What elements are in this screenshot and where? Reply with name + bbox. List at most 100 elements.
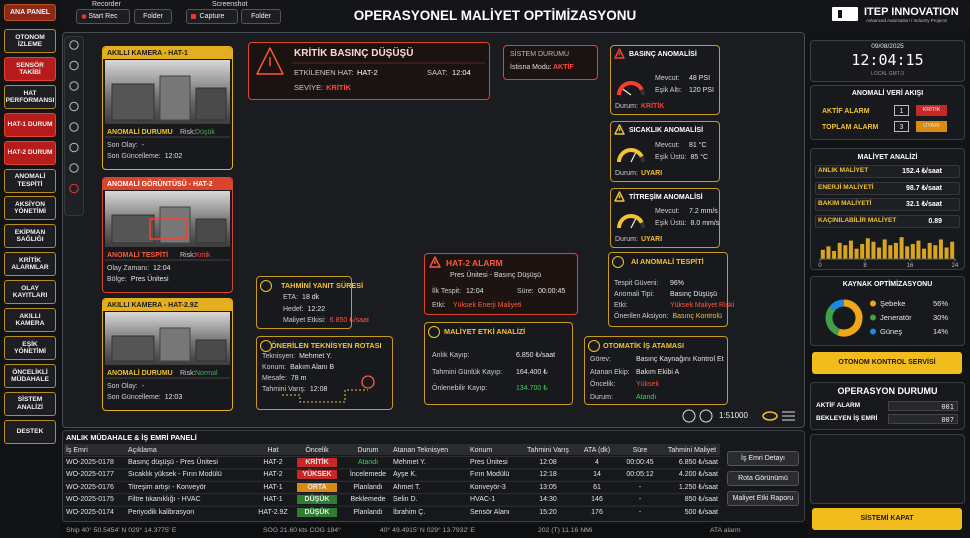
- folder-button[interactable]: Folder: [134, 9, 172, 24]
- table-cell: WO-2025-0178: [66, 459, 114, 466]
- table-cell: YÜKSEK: [297, 470, 337, 480]
- table-cell: Atandı: [357, 459, 379, 466]
- field-row: Atanan Ekip: Bakım Ekibi A: [590, 369, 679, 376]
- feed-label: TOPLAM ALARM: [822, 124, 879, 131]
- field-label: Tahmini Günlük Kayıp:: [432, 368, 503, 376]
- panel-title: ÖNERİLEN TEKNİSYEN ROTASI: [271, 341, 382, 350]
- record-button[interactable]: Start Rec: [76, 9, 130, 24]
- cost-row: [815, 181, 960, 195]
- field-value: 48 PSI: [689, 75, 711, 82]
- field-value: HAT-2: [357, 68, 378, 77]
- cost-label: ENERJİ MALİYETİ: [818, 183, 874, 191]
- table-cell: ORTA: [297, 482, 337, 492]
- status-label: Durum:: [615, 170, 638, 177]
- feed-count: 3: [894, 121, 909, 132]
- table-cell: HAT-2.9Z: [258, 508, 288, 516]
- field-label: Maliyet Etkisi:: [283, 317, 326, 324]
- field-label: Olay Zamanı:: [107, 265, 150, 272]
- cost-impact-panel: [424, 322, 573, 405]
- sidebar-item[interactable]: EKİPMAN SAĞLIĞI: [4, 224, 56, 249]
- camera-header: [103, 47, 232, 59]
- field-value: 12:08: [309, 386, 328, 393]
- status-label: Durum:: [615, 103, 638, 110]
- field-row: Mevcut: 7.2 mm/s: [655, 208, 718, 215]
- table-cell: WO-2025-0174: [66, 508, 114, 516]
- feed-state: UYARI: [916, 121, 947, 132]
- field-row: Anlık Kayıp: 6.850 ₺/saat: [432, 352, 555, 359]
- field-value: 12:02: [164, 153, 183, 160]
- action-button[interactable]: Rota Görünümü: [727, 471, 799, 486]
- sidebar-item[interactable]: SENSÖR TAKİBİ: [4, 56, 56, 81]
- column-header: Tahmini Maliyet: [667, 446, 717, 454]
- toolbar-title: Recorder: [92, 1, 121, 8]
- table-cell: 500 ₺/saat: [684, 508, 718, 516]
- risk-label: Risk:: [180, 129, 196, 136]
- sidebar-item[interactable]: ÖNCELİKLİ MÜDAHALE: [4, 363, 56, 388]
- panel-title: TAHMİNİ YANIT SÜRESİ: [281, 281, 364, 290]
- assignment-panel: [584, 336, 728, 405]
- status-label: Durum:: [615, 236, 638, 243]
- autonomy-button[interactable]: OTONOM KONTROL SERVİSİ: [812, 352, 962, 374]
- table-cell: 850 ₺/saat: [684, 496, 718, 504]
- field-value: KRİTİK: [326, 83, 351, 92]
- table-cell: Mehmet Y.: [393, 459, 426, 466]
- sidebar-item[interactable]: SİSTEM ANALİZİ: [4, 391, 56, 416]
- tool-column: [64, 36, 84, 216]
- table-cell: HAT-2: [263, 459, 283, 466]
- column-header: Açıklama: [128, 446, 157, 454]
- system-title: SİSTEM DURUMU: [510, 51, 570, 58]
- field-label: Önerilen Aksiyon:: [614, 313, 669, 320]
- sidebar-item[interactable]: HAT PERFORMANSI: [4, 84, 56, 109]
- field-value: Yüksek Enerji Maliyeti: [453, 302, 522, 309]
- field-value: 00:00:45: [538, 288, 566, 295]
- sidebar-item[interactable]: ANOMALİ TESPİTİ: [4, 168, 56, 193]
- risk-label: Risk:: [180, 252, 196, 259]
- sidebar-item[interactable]: KRİTİK ALARMLAR: [4, 252, 56, 277]
- field-value: 81 °C: [689, 142, 707, 149]
- shutdown-button[interactable]: SİSTEMİ KAPAT: [812, 508, 962, 530]
- table-cell: 14: [593, 471, 601, 479]
- home-button[interactable]: ANA PANEL: [4, 4, 56, 21]
- capture-button[interactable]: Capture: [186, 9, 238, 24]
- field-label: Süre:: [517, 288, 534, 295]
- field-label: SAAT:: [427, 68, 448, 77]
- table-cell: HAT-1: [263, 483, 283, 491]
- field-row: Olay Zamanı: 12:04: [107, 265, 171, 272]
- status-text: 40° 49.4915' N 029° 13.7932' E: [380, 527, 475, 534]
- field-label: Öncelik:: [590, 381, 616, 388]
- alarm-title: HAT-2 ALARM: [446, 258, 503, 268]
- field-row: Eşik Altı: 120 PSI: [655, 87, 714, 94]
- column-header: Konum: [470, 446, 493, 454]
- sidebar-item[interactable]: EŞİK YÖNETİMİ: [4, 335, 56, 360]
- field-row: Durum: Atandı: [590, 394, 656, 401]
- legend-value: 14%: [932, 327, 948, 336]
- sidebar-item[interactable]: AKSİYON YÖNETİMİ: [4, 196, 56, 221]
- status-bar: [60, 524, 808, 538]
- field-row: Mesafe: 78 m: [262, 375, 306, 382]
- field-row: Önerilen Aksiyon: Basınç Kontrolü: [614, 313, 722, 320]
- column-header: Tahmini Varış: [527, 446, 569, 454]
- sidebar-item[interactable]: OLAY KAYITLARI: [4, 280, 56, 305]
- panel-title: OPERASYON DURUMU: [837, 386, 938, 396]
- page-title: OPERASYONEL MALİYET OPTİMİZASYONU: [353, 8, 637, 23]
- sidebar-item[interactable]: OTONOM İZLEME: [4, 29, 56, 53]
- sidebar-item[interactable]: AKILLI KAMERA: [4, 308, 56, 332]
- action-button[interactable]: Maliyet Etki Raporu: [727, 491, 799, 506]
- table-cell: 12:08: [539, 459, 557, 466]
- column-header: Hat: [267, 446, 279, 454]
- risk-value: Normal: [195, 370, 218, 377]
- action-button[interactable]: İş Emri Detayı: [727, 451, 799, 466]
- field-value: 12:04: [153, 265, 171, 272]
- folder-button[interactable]: Folder: [241, 9, 281, 24]
- sidebar-item[interactable]: DESTEK: [4, 419, 56, 444]
- status-value: KRİTİK: [641, 103, 665, 110]
- table-cell: Basınç düşüşü - Pres Ünitesi: [128, 459, 218, 466]
- sidebar-item[interactable]: HAT-1 DURUM: [4, 112, 56, 137]
- toolbar-title: Screenshot: [212, 1, 248, 8]
- field-row: Bölge: Pres Ünitesi: [107, 276, 169, 283]
- alarm-panel: [424, 253, 578, 315]
- feed-count: 1: [894, 105, 909, 116]
- sidebar-item[interactable]: HAT-2 DURUM: [4, 140, 56, 165]
- status-value: UYARI: [641, 170, 663, 177]
- field-row: Teknisyen: Mehmet Y.: [262, 353, 332, 360]
